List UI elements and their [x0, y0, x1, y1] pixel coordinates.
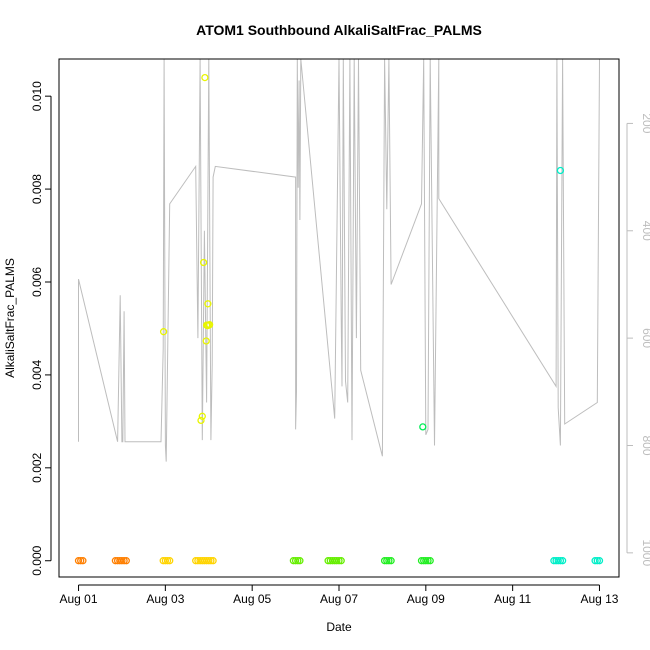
- x-tick-label: Aug 01: [60, 592, 98, 606]
- data-point: [77, 557, 85, 565]
- y-axis: 0.000 0.002 0.004 0.006 0.008 0.010: [30, 81, 52, 576]
- chart-title: ATOM1 Southbound AlkaliSaltFrac_PALMS: [196, 22, 482, 38]
- altitude-track: [78, 58, 600, 462]
- data-point: [163, 557, 172, 565]
- x-tick-label: Aug 07: [320, 592, 358, 606]
- data-point: [419, 423, 427, 431]
- data-point: [385, 557, 393, 565]
- data-point: [422, 557, 430, 565]
- data-point: [205, 321, 214, 329]
- y-tick-label: 0.000: [30, 545, 44, 575]
- data-point: [120, 557, 128, 565]
- right-tick-label: 400: [640, 221, 650, 241]
- data-point: [556, 557, 565, 565]
- y-axis-label: AlkaliSaltFrac_PALMS: [3, 258, 17, 378]
- data-point: [202, 337, 210, 345]
- x-tick-label: Aug 05: [233, 592, 271, 606]
- altitude-line: [78, 58, 600, 462]
- y-tick-label: 0.006: [30, 267, 44, 297]
- data-point: [556, 166, 565, 175]
- data-point: [166, 557, 174, 565]
- right-axis: 200 400 600 800 1000: [626, 113, 650, 566]
- data-point: [558, 557, 567, 565]
- data-point: [335, 557, 343, 565]
- y-tick-label: 0.008: [30, 174, 44, 204]
- x-axis-label: Date: [326, 620, 352, 634]
- y-tick-label: 0.010: [30, 81, 44, 111]
- data-point: [205, 557, 213, 565]
- right-tick-label: 600: [640, 328, 650, 348]
- data-point: [161, 557, 170, 565]
- x-tick-label: Aug 13: [580, 592, 618, 606]
- data-point: [383, 557, 391, 565]
- data-point: [118, 557, 126, 565]
- data-point: [595, 557, 604, 565]
- right-tick-label: 1000: [640, 539, 650, 566]
- x-tick-label: Aug 03: [146, 592, 184, 606]
- data-point: [424, 557, 432, 565]
- data-point: [591, 557, 599, 565]
- data-point: [159, 328, 168, 336]
- data-point: [333, 557, 341, 565]
- data-point: [337, 557, 345, 565]
- data-points: [74, 73, 604, 565]
- data-point: [209, 557, 217, 565]
- data-point: [387, 557, 395, 565]
- data-point: [201, 73, 209, 82]
- plot-frame: [58, 58, 620, 578]
- x-tick-label: Aug 09: [407, 592, 445, 606]
- data-point: [554, 557, 562, 565]
- data-point: [198, 412, 206, 420]
- data-point: [296, 557, 304, 565]
- data-point: [204, 300, 212, 308]
- data-point: [197, 416, 205, 425]
- x-axis: Aug 01 Aug 03 Aug 05 Aug 07 Aug 09 Aug 11 Aug …: [60, 584, 619, 606]
- y-tick-label: 0.002: [30, 452, 44, 482]
- data-point: [593, 557, 601, 565]
- data-point: [426, 557, 434, 565]
- right-tick-label: 800: [640, 435, 650, 455]
- y-tick-label: 0.004: [30, 360, 44, 390]
- data-point: [122, 557, 130, 565]
- x-tick-label: Aug 11: [494, 592, 531, 606]
- data-point: [199, 258, 208, 267]
- data-point: [291, 557, 300, 565]
- data-point: [79, 557, 87, 565]
- data-point: [207, 557, 215, 565]
- data-point: [74, 557, 83, 565]
- right-tick-label: 200: [640, 113, 650, 133]
- data-point: [294, 557, 302, 565]
